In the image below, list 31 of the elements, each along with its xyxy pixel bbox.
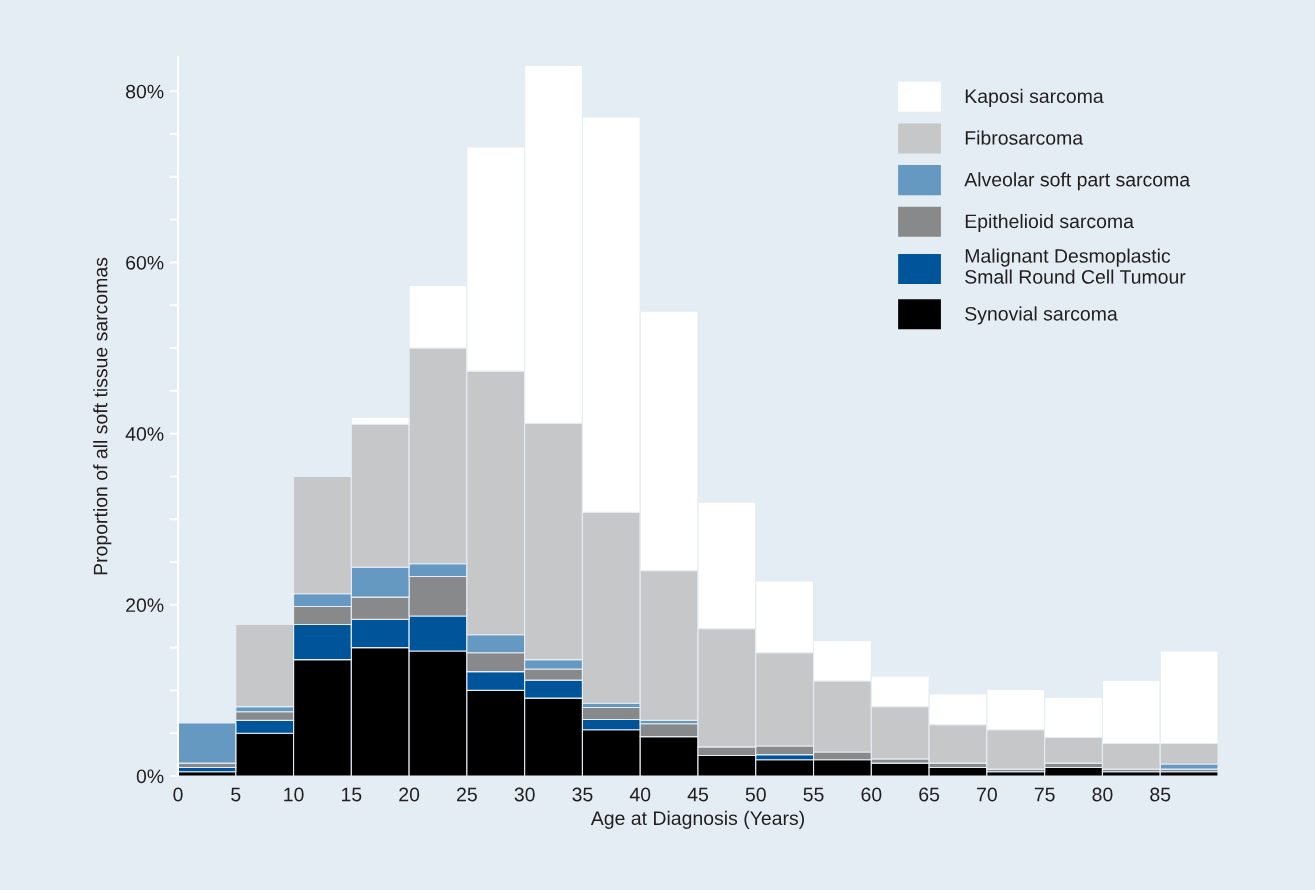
x-tick-label: 35 [572,787,593,802]
legend-label: Alveolar soft part sarcoma [964,172,1191,191]
x-tick-label: 75 [1034,787,1055,802]
x-tick-label: 15 [342,787,362,802]
legend-label: Synovial sarcoma [965,306,1118,325]
legend-label: Kaposi sarcoma [965,88,1104,107]
x-tick-label: 65 [919,787,940,802]
x-tick-label: 45 [687,787,708,802]
y-tick-label: 80% [126,84,164,99]
x-tick-label: 70 [977,787,997,802]
y-tick-label: 60% [126,255,164,270]
x-tick-label: 85 [1150,787,1171,802]
legend-label: Malignant Desmoplastic Small Round Cell Tumour [965,248,1186,284]
x-axis-title: Age at Diagnosis (Years) [590,810,804,829]
x-tick-label: 55 [803,787,824,802]
x-tick-label: 0 [173,787,183,802]
y-tick-label: 20% [126,598,164,613]
x-tick-label: 10 [284,787,304,802]
legend-label: Epithelioid sarcoma [965,213,1134,233]
x-tick-label: 25 [457,787,477,802]
x-tick-label: 20 [399,787,420,802]
x-tick-label: 50 [745,787,766,802]
legend-label: Fibrosarcoma [965,130,1084,145]
x-tick-label: 80 [1092,787,1113,802]
x-tick-label: 40 [629,787,651,802]
y-tick-label: 0% [136,769,164,784]
x-tick-label: 5 [231,787,241,802]
x-tick-label: 30 [514,787,535,802]
y-axis-title: Proportion of all soft tissue sarcomas [93,257,112,575]
y-tick-label: 40% [125,427,164,441]
x-tick-label: 60 [861,787,882,802]
